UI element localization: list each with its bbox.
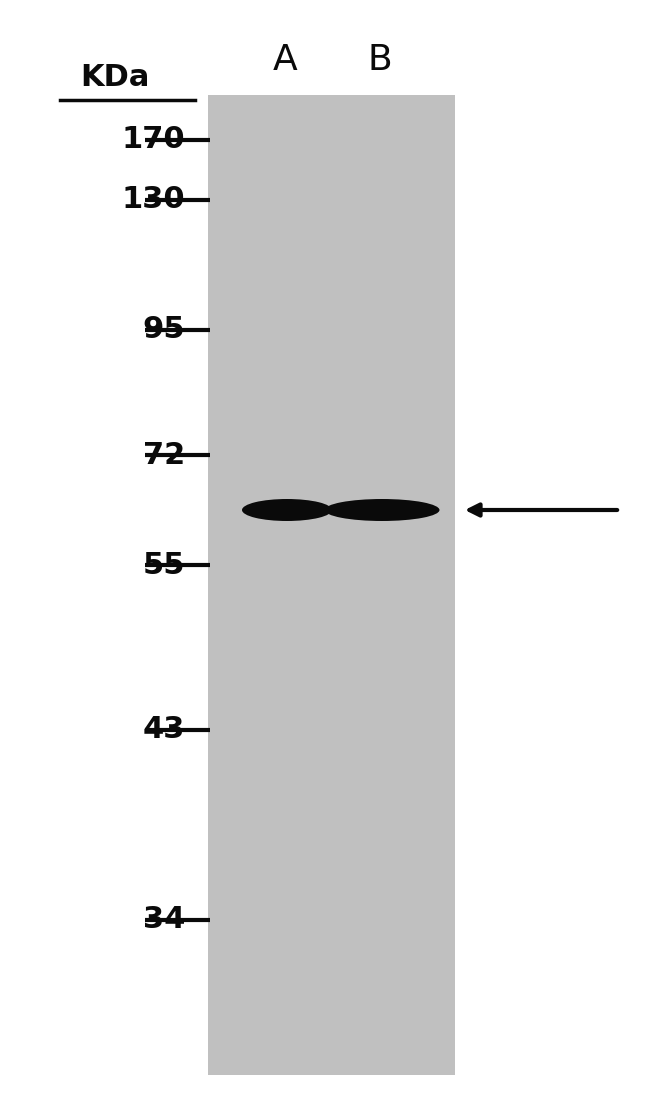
Text: 34: 34 bbox=[142, 905, 185, 934]
Text: 43: 43 bbox=[142, 716, 185, 745]
Text: 130: 130 bbox=[122, 185, 185, 215]
Ellipse shape bbox=[324, 499, 439, 521]
Bar bbox=[208, 95, 455, 1075]
Text: A: A bbox=[272, 43, 298, 76]
Ellipse shape bbox=[242, 499, 332, 521]
Text: B: B bbox=[368, 43, 393, 76]
Text: KDa: KDa bbox=[81, 63, 150, 92]
Text: 95: 95 bbox=[142, 316, 185, 345]
Text: 170: 170 bbox=[122, 125, 185, 154]
Text: 55: 55 bbox=[142, 551, 185, 579]
Text: 72: 72 bbox=[143, 441, 185, 470]
